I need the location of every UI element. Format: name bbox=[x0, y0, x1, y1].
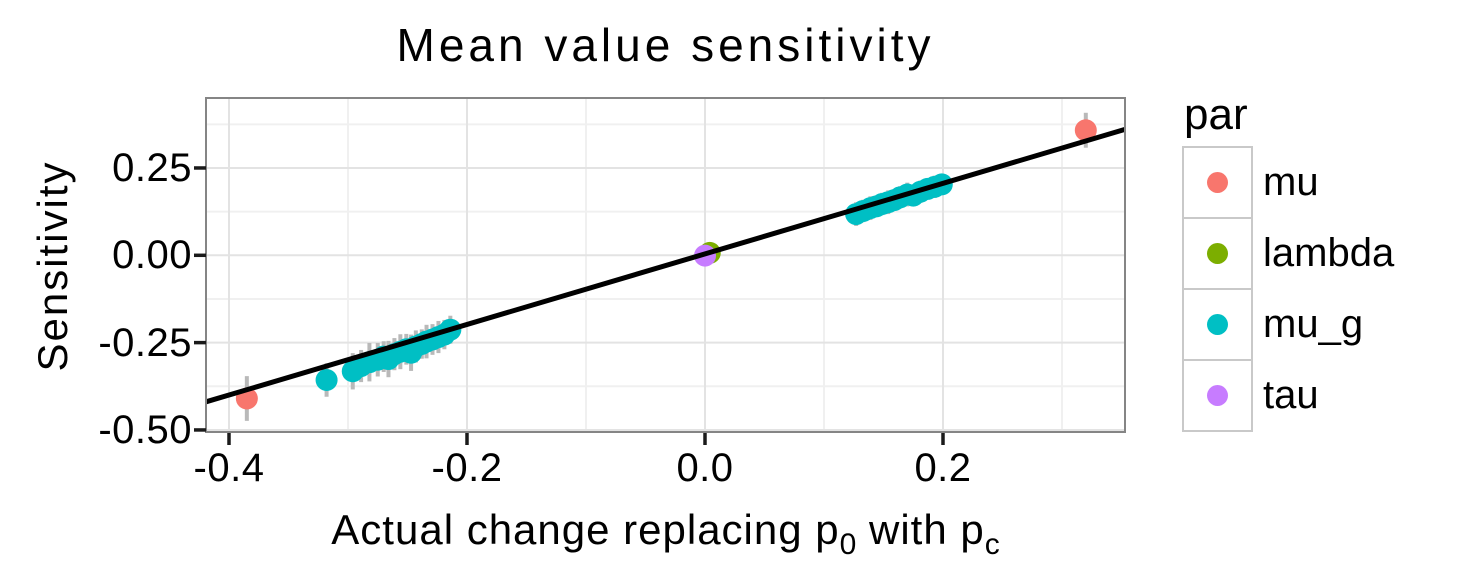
point-mu bbox=[1074, 119, 1097, 142]
x-axis-title-subscript: 0 bbox=[839, 528, 857, 561]
legend-item-lambda: lambda bbox=[1182, 217, 1394, 290]
legend-key bbox=[1182, 146, 1253, 219]
legend-label: lambda bbox=[1263, 231, 1395, 275]
legend-dot-mu bbox=[1207, 172, 1228, 193]
legend-item-mu_g: mu_g bbox=[1182, 288, 1394, 361]
x-axis-title-text: Actual change replacing p bbox=[331, 506, 840, 553]
x-axis-title: Actual change replacing p0 with pc bbox=[206, 504, 1125, 561]
y-tick-label: 0.00 bbox=[112, 233, 192, 278]
legend-label: tau bbox=[1263, 373, 1319, 417]
legend-label: mu_g bbox=[1263, 302, 1364, 346]
x-axis-title-text: with p bbox=[856, 506, 985, 553]
x-axis-title-subscript: c bbox=[984, 528, 1000, 561]
identity-line bbox=[205, 127, 1126, 405]
x-tick-label: -0.4 bbox=[193, 446, 265, 490]
legend-dot-mu_g bbox=[1207, 314, 1228, 335]
legend-key bbox=[1182, 288, 1253, 361]
y-tick-label: -0.50 bbox=[98, 407, 192, 452]
y-tick-label: -0.25 bbox=[98, 320, 192, 365]
legend-label: mu bbox=[1263, 160, 1319, 204]
legend-title: par bbox=[1184, 90, 1248, 139]
y-tick-label: 0.25 bbox=[112, 145, 192, 190]
legend-dot-tau bbox=[1207, 385, 1228, 406]
legend-item-tau: tau bbox=[1182, 359, 1394, 432]
legend-key bbox=[1182, 217, 1253, 290]
x-tick-label: -0.2 bbox=[431, 446, 503, 490]
legend-dot-lambda bbox=[1207, 243, 1228, 264]
chart-title: Mean value sensitivity bbox=[396, 19, 935, 71]
panel-border bbox=[205, 97, 1126, 433]
x-tick-label: 0.2 bbox=[914, 446, 972, 490]
legend-key bbox=[1182, 359, 1253, 432]
x-tick-label: 0.0 bbox=[676, 446, 734, 490]
legend-item-mu: mu bbox=[1182, 146, 1394, 219]
point-mu_g bbox=[315, 369, 338, 392]
